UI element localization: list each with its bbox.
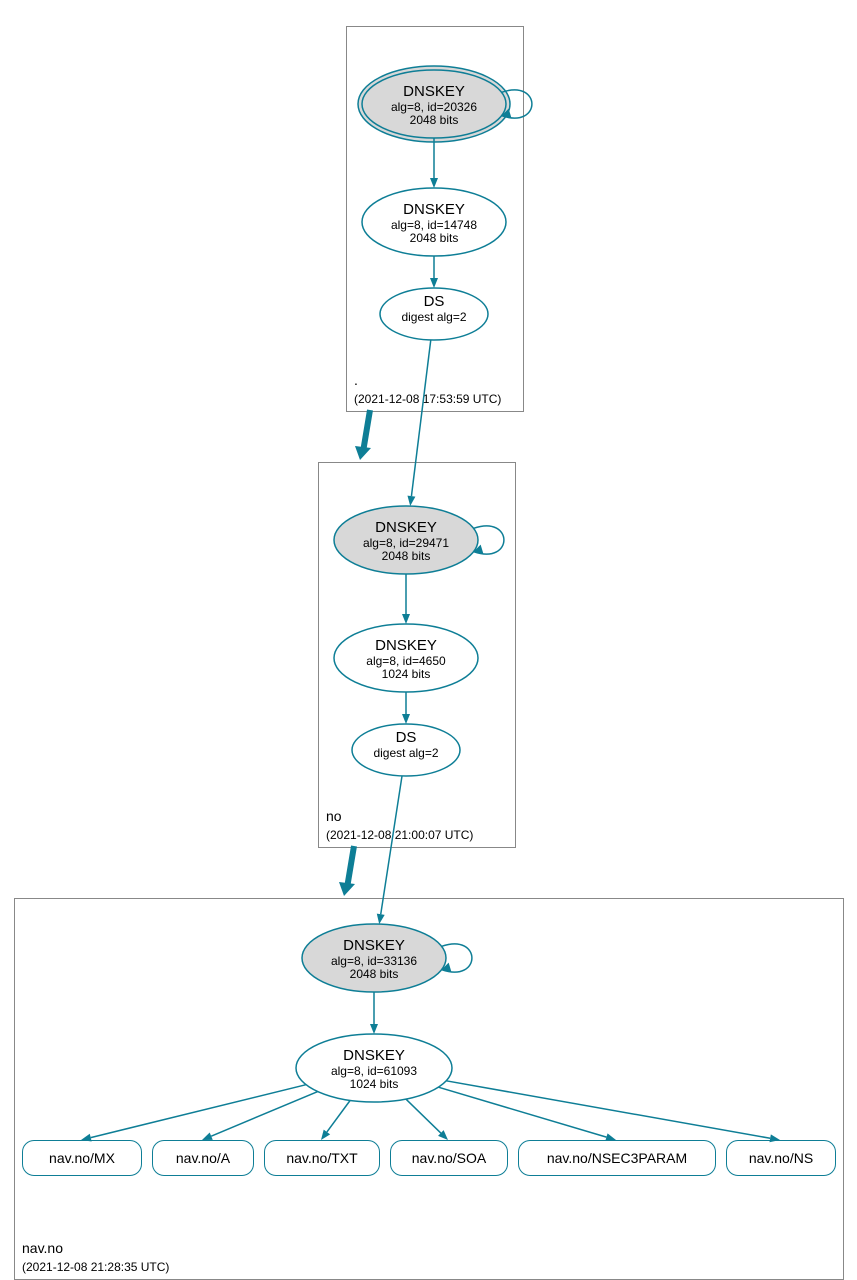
rrset-a: nav.no/A: [152, 1140, 254, 1176]
rrset-mx: nav.no/MX: [22, 1140, 142, 1176]
rrset-nsec3param: nav.no/NSEC3PARAM: [518, 1140, 716, 1176]
rrset-soa: nav.no/SOA: [390, 1140, 508, 1176]
node-nav_ksk: [300, 922, 448, 994]
zone-timestamp-no: (2021-12-08 21:00:07 UTC): [326, 828, 473, 842]
node-root_zsk: [360, 186, 508, 258]
node-root_ksk: [356, 64, 512, 144]
zone-timestamp-root: (2021-12-08 17:53:59 UTC): [354, 392, 501, 406]
zone-timestamp-navno: (2021-12-08 21:28:35 UTC): [22, 1260, 169, 1274]
rrset-txt: nav.no/TXT: [264, 1140, 380, 1176]
node-no_ds: [350, 722, 462, 778]
node-nav_zsk: [294, 1032, 454, 1104]
node-no_zsk: [332, 622, 480, 694]
zone-label-navno: nav.no: [22, 1240, 63, 1256]
rrset-ns: nav.no/NS: [726, 1140, 836, 1176]
zone-label-no: no: [326, 808, 342, 824]
node-no_ksk: [332, 504, 480, 576]
node-root_ds: [378, 286, 490, 342]
zone-label-root: .: [354, 372, 358, 388]
